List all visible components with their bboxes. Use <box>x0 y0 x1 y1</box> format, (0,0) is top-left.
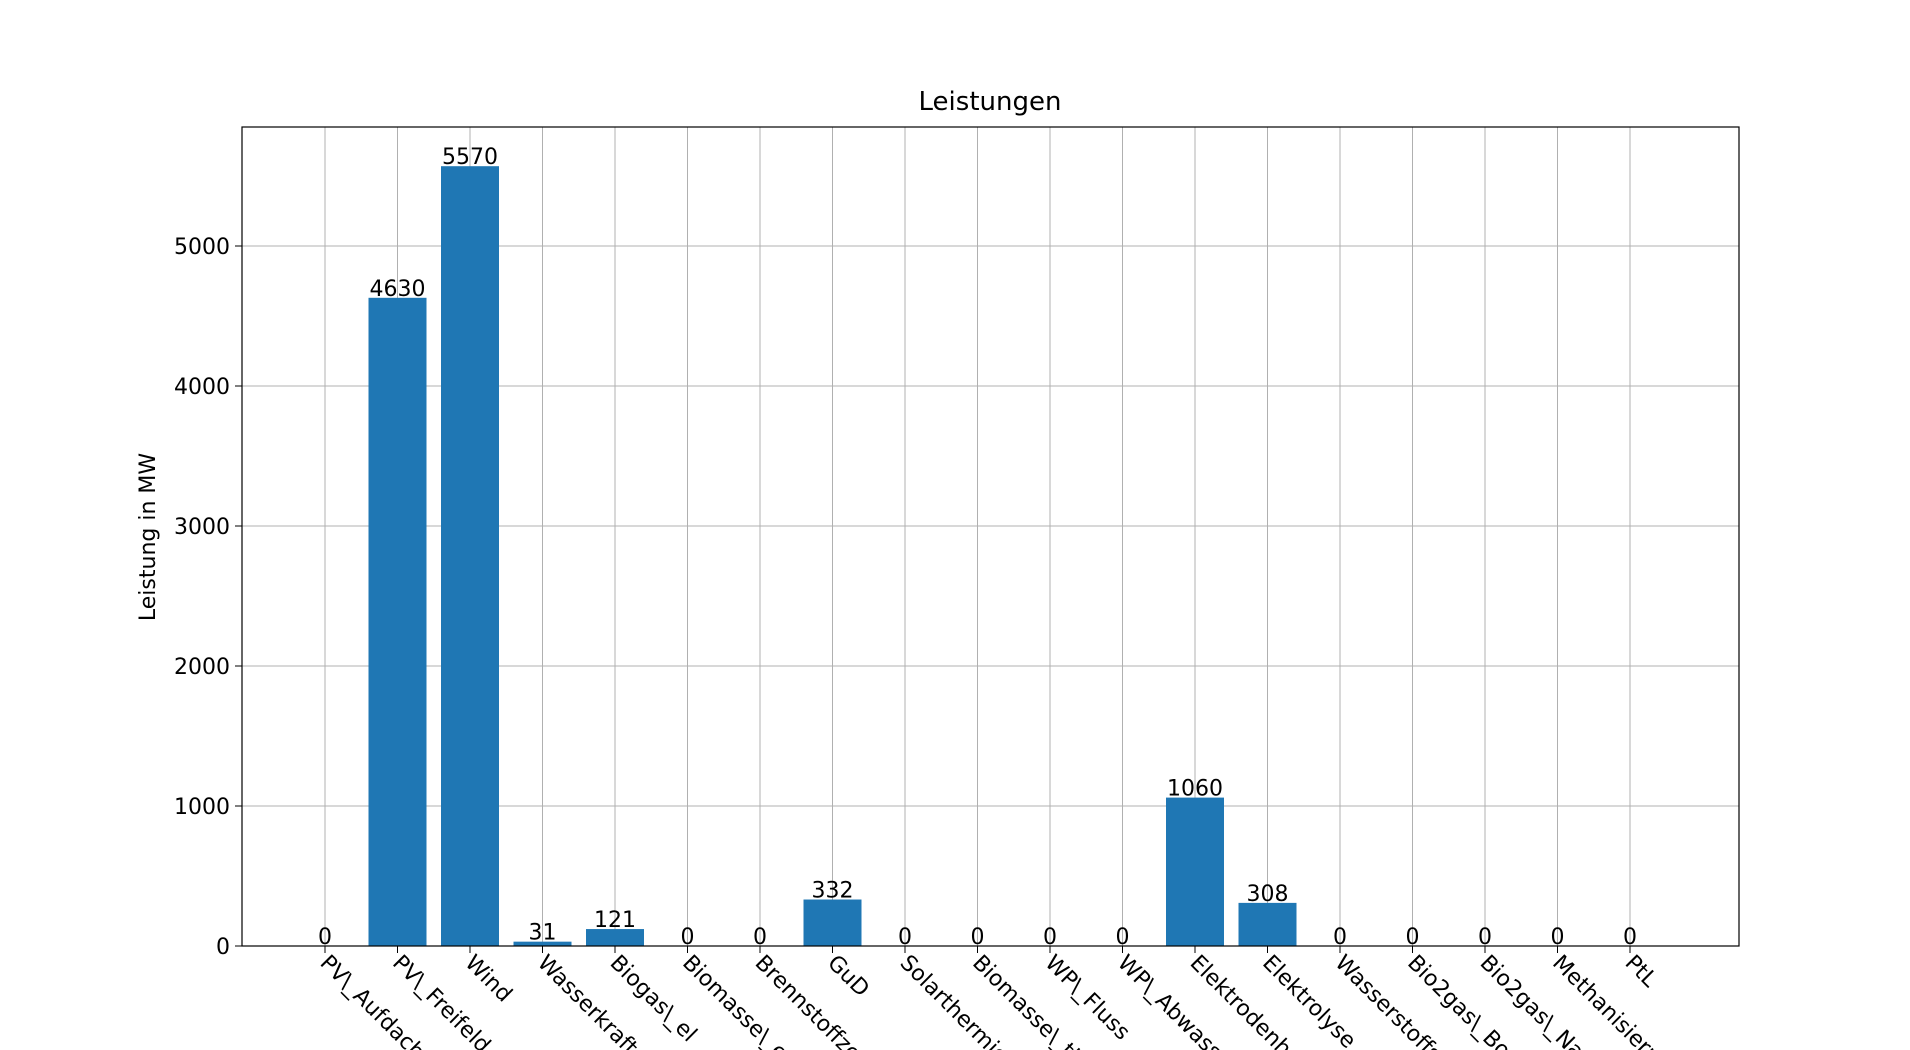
x-tick-label: Wind <box>460 951 517 1008</box>
value-label: 0 <box>681 925 695 950</box>
value-label: 0 <box>753 925 767 950</box>
value-label: 5570 <box>442 145 498 170</box>
value-label: 0 <box>1478 925 1492 950</box>
y-axis-label: Leistung in MW <box>136 453 161 621</box>
value-label: 4630 <box>370 277 426 302</box>
value-label: 31 <box>529 921 557 946</box>
value-label: 0 <box>971 925 985 950</box>
bar <box>586 929 644 946</box>
value-label: 0 <box>1043 925 1057 950</box>
chart-title: Leistungen <box>919 87 1062 117</box>
x-tick-label: GuD <box>822 951 874 1003</box>
value-label: 0 <box>898 925 912 950</box>
value-label: 0 <box>1406 925 1420 950</box>
value-label: 1060 <box>1167 777 1223 802</box>
y-tick-label: 1000 <box>174 795 230 820</box>
value-label: 0 <box>1116 925 1130 950</box>
value-label: 332 <box>812 879 854 904</box>
bar <box>368 297 427 946</box>
value-label: 308 <box>1247 882 1289 907</box>
value-label: 0 <box>318 925 332 950</box>
bar <box>1166 797 1224 946</box>
bar <box>513 941 572 946</box>
x-tick-label: PtL <box>1620 951 1662 993</box>
value-label: 0 <box>1623 925 1637 950</box>
y-tick-label: 0 <box>216 935 230 960</box>
bar <box>803 899 862 946</box>
y-tick-label: 3000 <box>174 515 230 540</box>
value-label: 0 <box>1333 925 1347 950</box>
value-label: 0 <box>1551 925 1565 950</box>
y-tick-label: 4000 <box>174 375 230 400</box>
value-label: 121 <box>594 908 636 933</box>
y-tick-label: 5000 <box>174 235 230 260</box>
bar <box>1238 902 1297 946</box>
y-tick-label: 2000 <box>174 655 230 680</box>
plot-frame <box>241 126 1740 947</box>
bar <box>441 166 499 946</box>
